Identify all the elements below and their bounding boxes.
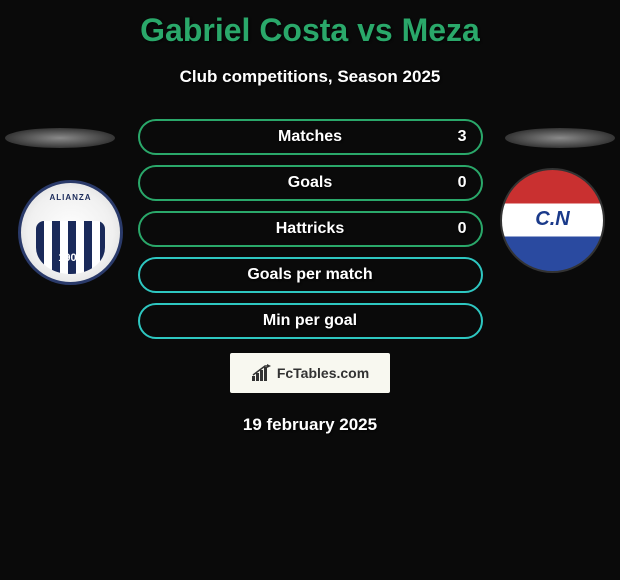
club-badge-left-name: ALIANZA: [21, 193, 120, 202]
comparison-card: { "title": { "text": "Gabriel Costa vs M…: [0, 0, 620, 580]
stat-row-min-per-goal: Min per goal: [138, 303, 483, 339]
stat-row-matches: Matches 3: [138, 119, 483, 155]
stats-list: Matches 3 Goals 0 Hattricks 0 Goals per …: [138, 119, 483, 339]
stat-value-right: 0: [458, 174, 467, 192]
club-badge-left: ALIANZA 1901: [18, 180, 123, 285]
stat-label: Goals per match: [247, 266, 372, 284]
stat-value-right: 0: [458, 220, 467, 238]
stat-row-hattricks: Hattricks 0: [138, 211, 483, 247]
stat-label: Min per goal: [263, 312, 357, 330]
bar-chart-icon: [251, 364, 273, 382]
comparison-subtitle: Club competitions, Season 2025: [0, 67, 620, 87]
club-badge-right: C.N: [500, 168, 605, 273]
stat-label: Goals: [288, 174, 332, 192]
comparison-date: 19 february 2025: [0, 415, 620, 435]
watermark-badge: FcTables.com: [230, 353, 390, 393]
stat-row-goals-per-match: Goals per match: [138, 257, 483, 293]
club-badge-right-initials: C.N: [502, 208, 603, 231]
comparison-title: Gabriel Costa vs Meza: [0, 0, 620, 49]
watermark-text: FcTables.com: [277, 365, 369, 381]
stat-value-right: 3: [458, 128, 467, 146]
player-right-spotlight: [505, 128, 615, 148]
stat-row-goals: Goals 0: [138, 165, 483, 201]
stat-label: Hattricks: [276, 220, 344, 238]
club-badge-left-year: 1901: [21, 252, 120, 264]
player-left-spotlight: [5, 128, 115, 148]
stat-label: Matches: [278, 128, 342, 146]
